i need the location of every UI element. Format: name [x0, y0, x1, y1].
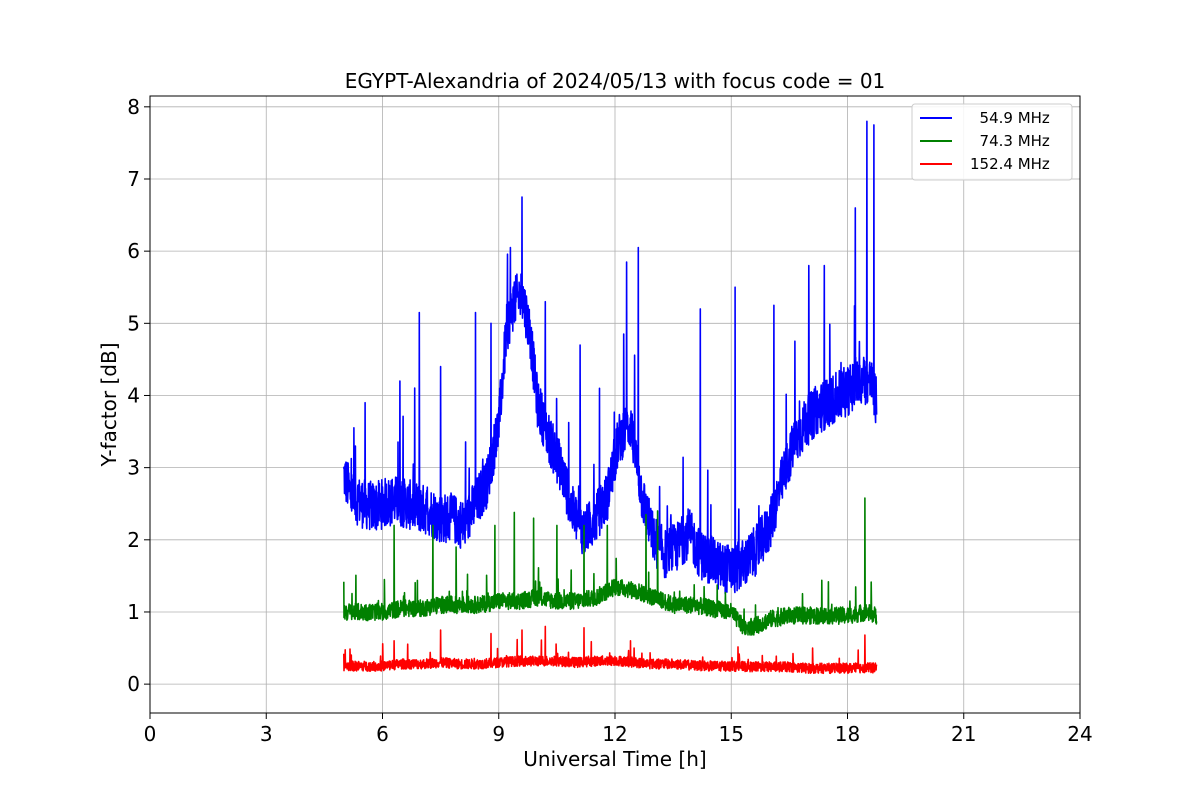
y-tick-label: 5	[127, 311, 140, 335]
y-tick-label: 8	[127, 95, 140, 119]
x-tick-label: 24	[1067, 722, 1092, 746]
y-tick-label: 6	[127, 239, 140, 263]
legend-label-0: 54.9 MHz	[970, 109, 1050, 127]
x-tick-label: 6	[376, 722, 389, 746]
legend-box	[911, 103, 1073, 181]
y-tick-label: 3	[127, 456, 140, 480]
x-tick-label: 3	[260, 722, 273, 746]
y-tick-label: 7	[127, 167, 140, 191]
y-tick-label: 2	[127, 528, 140, 552]
x-tick-label: 0	[144, 722, 157, 746]
x-tick-label: 9	[492, 722, 505, 746]
x-tick-label: 21	[951, 722, 976, 746]
y-tick-label: 4	[127, 383, 140, 407]
x-tick-label: 18	[835, 722, 860, 746]
chart-title: EGYPT-Alexandria of 2024/05/13 with focu…	[345, 69, 886, 93]
series-line-2	[343, 625, 878, 675]
x-tick-label: 15	[719, 722, 744, 746]
legend: 54.9 MHz 74.3 MHz 152.4 MHz	[911, 103, 1073, 181]
series-line-1	[343, 497, 878, 636]
x-axis-label: Universal Time [h]	[523, 747, 706, 771]
y-tick-label: 1	[127, 600, 140, 624]
y-axis-label: Y-factor [dB]	[97, 342, 121, 467]
y-tick-label: 0	[127, 672, 140, 696]
legend-label-2: 152.4 MHz	[970, 155, 1050, 173]
series-lines	[343, 120, 878, 675]
x-tick-label: 12	[602, 722, 627, 746]
legend-label-1: 74.3 MHz	[970, 132, 1050, 150]
